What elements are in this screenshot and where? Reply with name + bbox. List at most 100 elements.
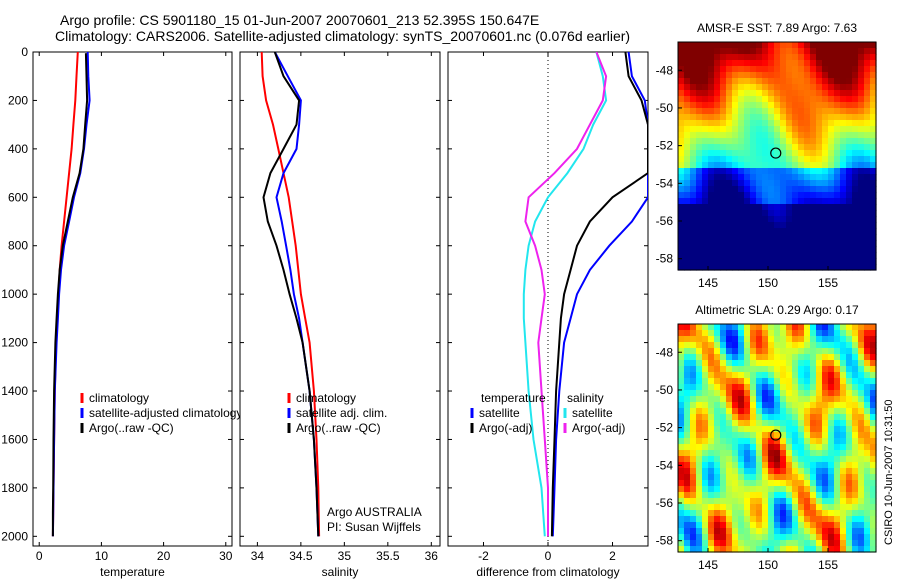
heatmap-cell [720, 60, 727, 67]
heatmap-cell [870, 390, 877, 397]
heatmap-cell [834, 384, 841, 391]
heatmap-cell [834, 198, 841, 205]
heatmap-cell [828, 156, 835, 163]
heatmap-cell [816, 198, 823, 205]
heatmap-cell [720, 198, 727, 205]
heatmap-cell [846, 354, 853, 361]
heatmap-cell [852, 264, 859, 271]
heatmap-cell [828, 120, 835, 127]
heatmap-cell [678, 498, 685, 505]
heatmap-cell [846, 90, 853, 97]
heatmap-cell [792, 96, 799, 103]
heatmap-cell [822, 42, 829, 49]
heatmap-cell [756, 126, 763, 133]
heatmap-cell [828, 204, 835, 211]
heatmap-cell [780, 138, 787, 145]
heatmap-cell [774, 192, 781, 199]
heatmap-cell [822, 528, 829, 535]
heatmap-cell [720, 432, 727, 439]
heatmap-cell [708, 342, 715, 349]
heatmap-cell [702, 528, 709, 535]
heatmap-cell [810, 486, 817, 493]
heatmap-cell [804, 540, 811, 547]
heatmap-cell [864, 330, 871, 337]
heatmap-cell [708, 402, 715, 409]
heatmap-cell [678, 60, 685, 67]
heatmap-cell [726, 162, 733, 169]
heatmap-cell [804, 522, 811, 529]
heatmap-cell [804, 348, 811, 355]
heatmap-cell [858, 120, 865, 127]
heatmap-cell [726, 42, 733, 49]
heatmap-cell [768, 114, 775, 121]
heatmap-cell [798, 174, 805, 181]
heatmap-cell [858, 108, 865, 115]
heatmap-cell [756, 366, 763, 373]
heatmap-cell [732, 168, 739, 175]
heatmap-cell [792, 186, 799, 193]
heatmap-cell [714, 546, 721, 553]
heatmap-cell [846, 60, 853, 67]
heatmap-cell [762, 72, 769, 79]
heatmap-cell [756, 468, 763, 475]
heatmap-cell [732, 84, 739, 91]
heatmap-cell [732, 150, 739, 157]
heatmap-cell [732, 372, 739, 379]
heatmap-cell [852, 192, 859, 199]
heatmap-cell [696, 192, 703, 199]
heatmap-cell [864, 240, 871, 247]
heatmap-cell [768, 540, 775, 547]
heatmap-cell [870, 324, 877, 331]
heatmap-cell [762, 204, 769, 211]
heatmap-cell [828, 516, 835, 523]
heatmap-cell [804, 252, 811, 259]
heatmap-cell [852, 234, 859, 241]
heatmap-cell [684, 222, 691, 229]
y-tick-label: 1000 [1, 287, 28, 301]
heatmap-cell [816, 372, 823, 379]
heatmap-cell [804, 84, 811, 91]
heatmap-cell [708, 516, 715, 523]
heatmap-cell [720, 192, 727, 199]
heatmap-cell [690, 534, 697, 541]
heatmap-cell [858, 126, 865, 133]
heatmap-cell [780, 492, 787, 499]
heatmap-cell [840, 90, 847, 97]
heatmap-cell [780, 90, 787, 97]
heatmap-cell [786, 192, 793, 199]
heatmap-cell [738, 504, 745, 511]
heatmap-cell [816, 408, 823, 415]
heatmap-cell [858, 210, 865, 217]
heatmap-cell [732, 420, 739, 427]
heatmap-cell [678, 120, 685, 127]
heatmap-cell [792, 546, 799, 553]
heatmap-cell [834, 372, 841, 379]
heatmap-cell [822, 96, 829, 103]
heatmap-cell [786, 150, 793, 157]
heatmap-cell [834, 456, 841, 463]
heatmap-cell [756, 114, 763, 121]
heatmap-cell [786, 408, 793, 415]
heatmap-cell [750, 252, 757, 259]
heatmap-cell [834, 78, 841, 85]
heatmap-cell [690, 372, 697, 379]
heatmap-cell [780, 78, 787, 85]
heatmap-cell [714, 342, 721, 349]
heatmap-cell [792, 90, 799, 97]
heatmap-cell [786, 516, 793, 523]
heatmap-cell [774, 246, 781, 253]
heatmap-cell [804, 492, 811, 499]
heatmap-cell [840, 474, 847, 481]
heatmap-cell [702, 216, 709, 223]
heatmap-cell [690, 102, 697, 109]
heatmap-cell [852, 258, 859, 265]
heatmap-cell [690, 402, 697, 409]
heatmap-cell [864, 210, 871, 217]
heatmap-cell [768, 546, 775, 553]
heatmap-cell [720, 378, 727, 385]
heatmap-cell [726, 342, 733, 349]
heatmap-cell [858, 504, 865, 511]
heatmap-cell [816, 348, 823, 355]
heatmap-cell [684, 474, 691, 481]
heatmap-cell [774, 84, 781, 91]
